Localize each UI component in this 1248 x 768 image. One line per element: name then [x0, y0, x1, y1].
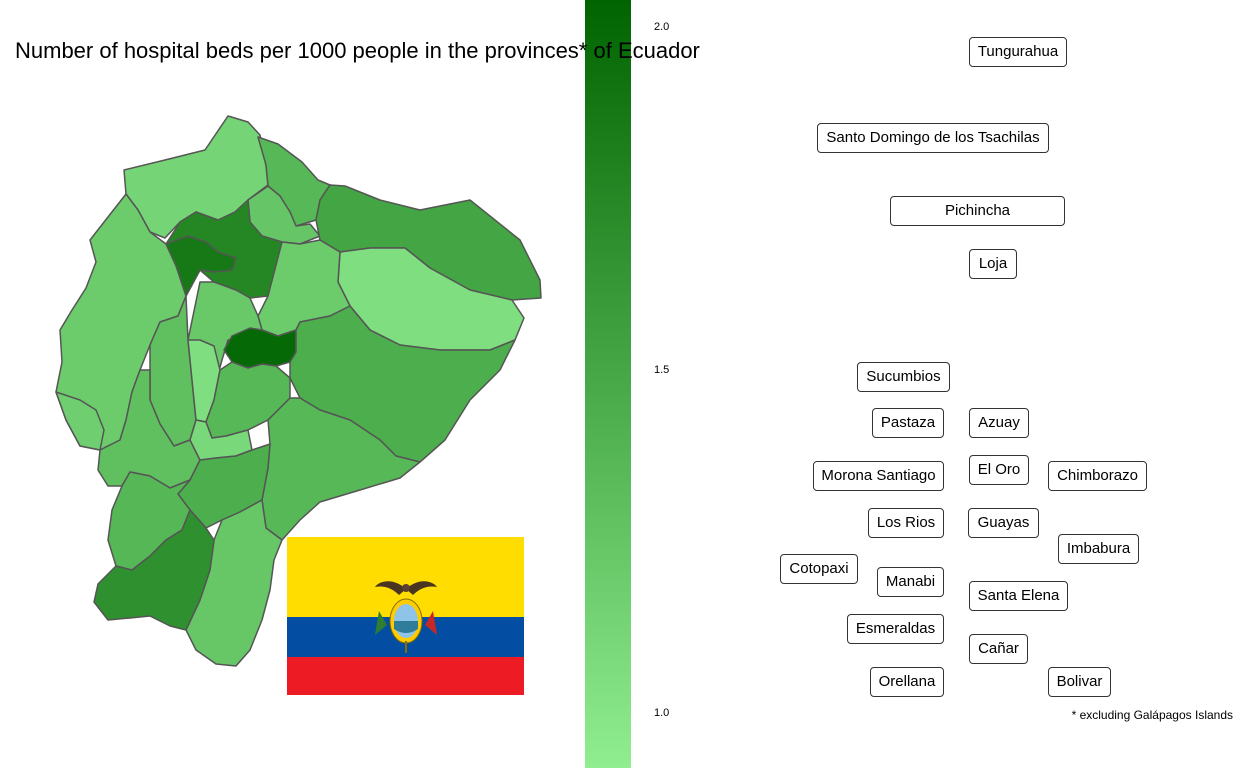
flag-red-stripe	[287, 657, 524, 695]
province-label: Manabi	[877, 567, 944, 597]
province-label: Azuay	[969, 408, 1029, 438]
province-label: Esmeraldas	[847, 614, 944, 644]
province-region-santa-elena	[55, 391, 105, 451]
province-label: Pastaza	[872, 408, 944, 438]
footnote: * excluding Galápagos Islands	[1071, 708, 1233, 722]
colorbar-tick-label: 2.0	[654, 21, 670, 34]
coat-of-arms-icon	[375, 581, 437, 653]
province-label: Orellana	[870, 667, 944, 697]
province-label: Loja	[969, 249, 1017, 279]
province-region-tungurahua	[223, 327, 297, 369]
province-label: Cañar	[969, 634, 1028, 664]
province-label: Chimborazo	[1048, 461, 1147, 491]
province-label: Tungurahua	[969, 37, 1067, 67]
color-scale-bar	[585, 0, 631, 768]
province-label: El Oro	[969, 455, 1029, 485]
province-label: Bolivar	[1048, 667, 1111, 697]
province-region-zamora-chinchipe	[185, 499, 283, 667]
province-label: Los Rios	[868, 508, 944, 538]
province-label: Cotopaxi	[780, 554, 858, 584]
province-label: Santo Domingo de los Tsachilas	[817, 123, 1049, 153]
province-region-pastaza	[289, 305, 516, 463]
colorbar-tick-label: 1.0	[654, 707, 670, 720]
province-label: Santa Elena	[969, 581, 1068, 611]
province-region-loja	[93, 509, 215, 631]
province-label: Guayas	[968, 508, 1039, 538]
province-label: Sucumbios	[857, 362, 950, 392]
province-label: Imbabura	[1058, 534, 1139, 564]
colorbar-tick-label: 1.5	[654, 364, 670, 377]
ecuador-province-map	[55, 115, 542, 667]
map-title: Number of hospital beds per 1000 people …	[15, 38, 700, 63]
province-label: Pichincha	[890, 196, 1065, 226]
province-label: Morona Santiago	[813, 461, 944, 491]
ecuador-flag	[287, 537, 524, 695]
